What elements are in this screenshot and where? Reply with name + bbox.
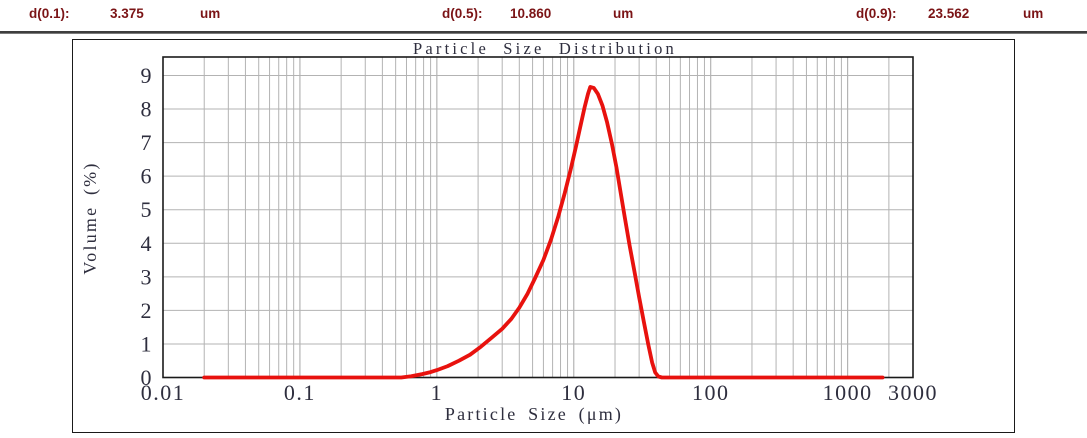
y-tick-label: 1 [141, 331, 154, 356]
y-tick-label: 4 [141, 231, 154, 256]
y-tick-label: 9 [141, 63, 154, 88]
y-tick-label: 0 [141, 365, 154, 390]
y-tick-label: 6 [141, 164, 154, 189]
x-tick-label: 3000 [888, 380, 938, 405]
x-tick-label: 0.01 [141, 380, 186, 405]
y-tick-label: 2 [141, 298, 154, 323]
d50-label: d(0.5): [442, 6, 483, 21]
x-tick-label: 100 [692, 380, 730, 405]
d50-value: 10.860 [510, 6, 552, 21]
grid-layer [163, 57, 913, 378]
y-tick-label: 8 [141, 97, 154, 122]
chart-title: Particle Size Distribution [413, 39, 677, 58]
curve-layer [202, 85, 885, 380]
d10-label: d(0.1): [29, 6, 70, 21]
y-tick-label: 7 [141, 130, 154, 155]
distribution-curve [202, 85, 885, 380]
x-tick-label: 1000 [823, 380, 873, 405]
tick-labels-layer: 0 1 2 3 4 5 6 7 8 9 0.01 0.1 1 10 100 1000 3000 [141, 63, 938, 405]
x-tick-label: 0.1 [284, 380, 316, 405]
header-separator [0, 31, 1087, 34]
y-axis-title: Volume (%) [80, 161, 101, 274]
x-tick-label: 10 [561, 380, 586, 405]
plot-border [162, 56, 914, 379]
d90-value: 23.562 [928, 6, 970, 21]
x-tick-label: 1 [431, 380, 444, 405]
y-tick-label: 5 [141, 197, 154, 222]
plot-border-layer [162, 56, 914, 379]
y-tick-label: 3 [141, 264, 154, 289]
d50-unit: um [613, 6, 634, 21]
d90-label: d(0.9): [856, 6, 897, 21]
d10-unit: um [200, 6, 221, 21]
x-axis-title: Particle Size (μm) [445, 404, 623, 425]
d10-value: 3.375 [110, 6, 144, 21]
d90-unit: um [1023, 6, 1044, 21]
